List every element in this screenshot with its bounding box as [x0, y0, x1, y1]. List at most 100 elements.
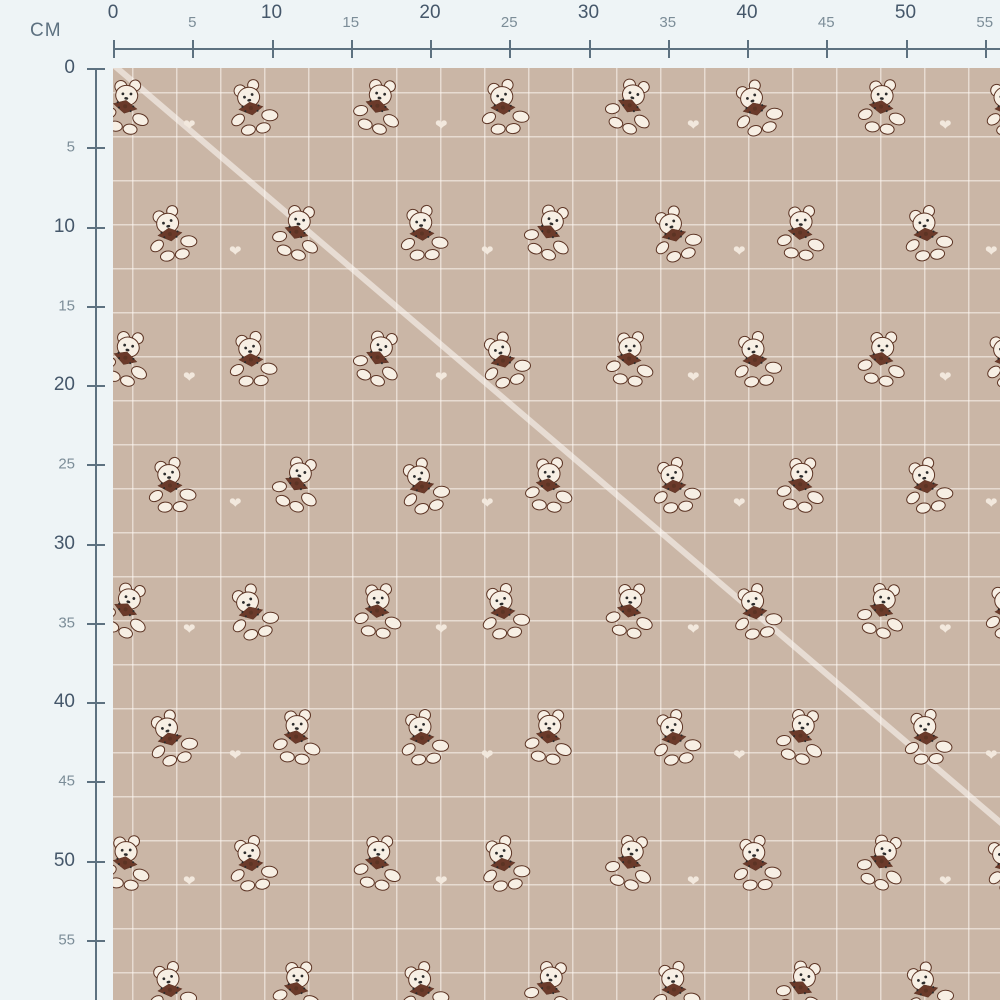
teddy-bear-motif: [343, 69, 421, 147]
teddy-bear-motif: [723, 323, 797, 397]
heart-accent-icon: ❤: [435, 370, 446, 380]
fabric-motif-cell: ❤: [214, 426, 340, 552]
fabric-motif-cell: ❤: [718, 174, 844, 300]
teddy-bear-motif: [218, 70, 294, 146]
ruler-tick-top-55: [985, 40, 987, 58]
fabric-motif-cell: ❤: [466, 174, 592, 300]
fabric-motif-cell: ❤: [592, 300, 718, 426]
teddy-bear-motif: [641, 700, 717, 776]
ruler-label-top-55: 55: [976, 14, 993, 31]
fabric-swatch[interactable]: ❤: [113, 68, 1000, 1000]
fabric-motif-cell: ❤: [718, 930, 844, 1000]
teddy-bear-motif: [470, 826, 546, 902]
teddy-bear-motif: [977, 577, 1000, 647]
ruler-label-left-25: 25: [0, 456, 75, 473]
fabric-motif-cell: [340, 174, 466, 300]
teddy-bear-motif: [140, 451, 210, 521]
fabric-motif-cell: [970, 552, 1000, 678]
ruler-label-top-50: 50: [895, 2, 916, 24]
fabric-motif-cell: [113, 174, 214, 300]
teddy-bear-motif: [471, 575, 545, 649]
ruler-label-left-50: 50: [0, 850, 75, 872]
fabric-motif-cell: ❤: [113, 68, 214, 174]
fabric-motif-cell: [592, 930, 718, 1000]
teddy-bear-motif: [850, 324, 922, 396]
ruler-tick-top-30: [589, 40, 591, 58]
teddy-bear-motif: [221, 325, 291, 395]
teddy-bear-motif: [769, 450, 841, 522]
heart-accent-icon: ❤: [183, 622, 194, 632]
heart-accent-icon: ❤: [183, 874, 194, 884]
ruler-tick-left-40: [87, 702, 105, 704]
fabric-motif-cell: [844, 426, 970, 552]
teddy-bear-motif: [974, 322, 1000, 398]
heart-accent-icon: ❤: [687, 622, 698, 632]
ruler-tick-left-50: [87, 861, 105, 863]
heart-accent-icon: ❤: [733, 748, 744, 758]
teddy-bear-motif: [720, 68, 801, 148]
heart-accent-icon: ❤: [229, 244, 240, 254]
teddy-bear-motif: [113, 321, 169, 399]
teddy-bear-motif: [113, 571, 171, 653]
fabric-motif-cell: [113, 930, 214, 1000]
teddy-bear-motif: [975, 71, 1000, 145]
ruler-tick-top-35: [668, 40, 670, 58]
heart-accent-icon: ❤: [939, 622, 950, 632]
teddy-bear-motif: [266, 703, 335, 772]
ruler-tick-left-55: [87, 940, 105, 942]
fabric-motif-cell: ❤: [718, 678, 844, 804]
heart-accent-icon: ❤: [939, 370, 950, 380]
ruler-tick-left-35: [87, 623, 105, 625]
fabric-motif-cell: ❤: [970, 678, 1000, 804]
ruler-tick-left-20: [87, 385, 105, 387]
ruler-label-left-40: 40: [0, 691, 75, 713]
teddy-bear-motif: [216, 572, 297, 653]
fabric-motif-cell: ❤: [113, 552, 214, 678]
heart-accent-icon: ❤: [733, 496, 744, 506]
ruler-label-top-15: 15: [342, 14, 359, 31]
fabric-motif-cell: [466, 68, 592, 174]
ruler-label-left-5: 5: [0, 139, 75, 156]
ruler-tick-left-30: [87, 544, 105, 546]
ruler-tick-top-20: [430, 40, 432, 58]
ruler-label-top-25: 25: [501, 14, 518, 31]
fabric-motif-cell: ❤: [844, 300, 970, 426]
teddy-bear-motif: [725, 829, 795, 899]
top-ruler-baseline: [113, 48, 1000, 50]
fabric-motif-cell: ❤: [113, 804, 214, 930]
teddy-bear-motif: [260, 445, 342, 527]
ruler-tick-top-50: [906, 40, 908, 58]
teddy-bear-motif: [135, 698, 216, 779]
fabric-motif-cell: ❤: [970, 426, 1000, 552]
ruler-label-left-20: 20: [0, 374, 75, 396]
heart-accent-icon: ❤: [939, 118, 950, 128]
ruler-tick-top-25: [509, 40, 511, 58]
heart-accent-icon: ❤: [435, 118, 446, 128]
teddy-bear-motif: [113, 829, 165, 898]
fabric-motif-cell: ❤: [844, 68, 970, 174]
ruler-label-top-35: 35: [659, 14, 676, 31]
teddy-bear-motif: [347, 577, 416, 646]
teddy-bear-motif: [389, 952, 465, 1000]
heart-accent-icon: ❤: [985, 748, 996, 758]
fabric-motif-cell: [718, 300, 844, 426]
teddy-bear-motif: [113, 72, 166, 144]
teddy-bear-motif: [262, 195, 340, 273]
fabric-motif-cell: [844, 930, 970, 1000]
heart-accent-icon: ❤: [985, 496, 996, 506]
teddy-bear-motif: [972, 824, 1000, 905]
teddy-bear-motif: [851, 73, 920, 142]
fabric-motif-cell: [466, 300, 592, 426]
ruler-label-top-40: 40: [736, 2, 757, 24]
teddy-bear-motif: [891, 950, 972, 1000]
teddy-bear-motif: [137, 196, 213, 272]
teddy-bear-motif: [514, 951, 592, 1000]
ruler-label-left-10: 10: [0, 216, 75, 238]
fabric-motif-cell: [592, 426, 718, 552]
heart-accent-icon: ❤: [183, 118, 194, 128]
teddy-bear-motif: [512, 193, 594, 275]
teddy-bear-motif: [390, 701, 464, 775]
ruler-label-left-15: 15: [0, 297, 75, 314]
teddy-bear-motif: [341, 319, 423, 401]
teddy-bear-motif: [595, 825, 673, 903]
